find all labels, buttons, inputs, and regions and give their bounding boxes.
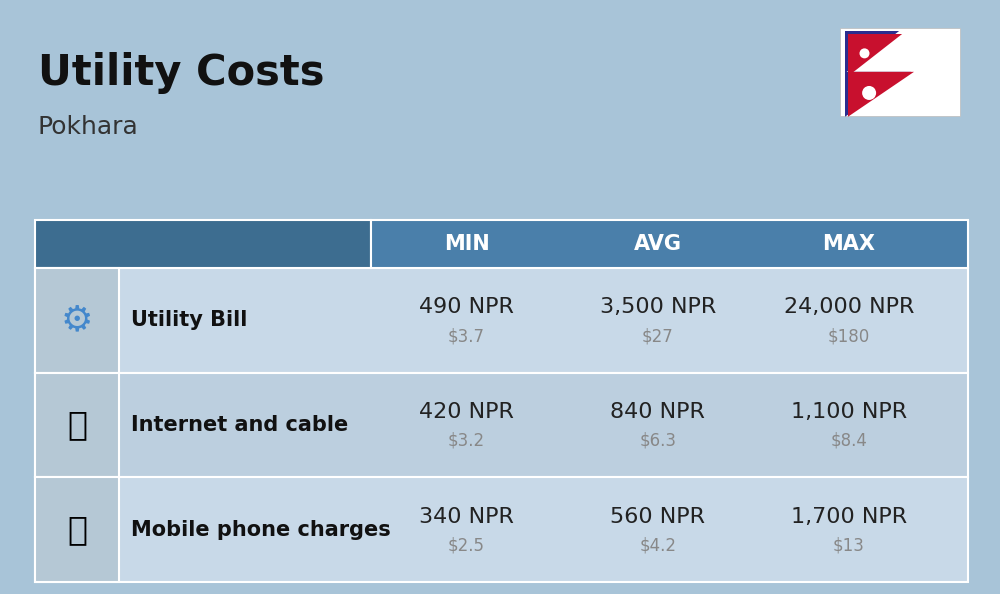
Text: 3,500 NPR: 3,500 NPR xyxy=(600,298,716,317)
Text: 840 NPR: 840 NPR xyxy=(610,402,705,422)
Bar xyxy=(35,372,968,478)
Text: $27: $27 xyxy=(642,327,674,345)
Text: $6.3: $6.3 xyxy=(639,432,676,450)
Text: Utility Costs: Utility Costs xyxy=(38,52,324,94)
Text: $13: $13 xyxy=(833,536,865,555)
Text: 📱: 📱 xyxy=(67,513,87,546)
Bar xyxy=(35,220,371,268)
Polygon shape xyxy=(848,72,914,116)
Text: $3.7: $3.7 xyxy=(448,327,485,345)
Text: $180: $180 xyxy=(828,327,870,345)
Text: Internet and cable: Internet and cable xyxy=(131,415,348,435)
Bar xyxy=(840,28,960,116)
Bar xyxy=(35,268,119,372)
Text: AVG: AVG xyxy=(634,234,682,254)
Text: $2.5: $2.5 xyxy=(448,536,485,555)
Bar xyxy=(35,268,968,372)
Text: 24,000 NPR: 24,000 NPR xyxy=(784,298,914,317)
Text: Pokhara: Pokhara xyxy=(38,115,139,139)
Text: Mobile phone charges: Mobile phone charges xyxy=(131,520,391,540)
Text: $8.4: $8.4 xyxy=(831,432,867,450)
Text: 1,100 NPR: 1,100 NPR xyxy=(791,402,907,422)
Bar xyxy=(35,372,119,478)
Circle shape xyxy=(862,86,876,100)
Text: $4.2: $4.2 xyxy=(639,536,676,555)
Bar xyxy=(35,478,119,582)
Text: MAX: MAX xyxy=(823,234,876,254)
Text: Utility Bill: Utility Bill xyxy=(131,310,247,330)
Text: 560 NPR: 560 NPR xyxy=(610,507,705,527)
Text: MIN: MIN xyxy=(444,234,489,254)
Circle shape xyxy=(860,48,870,58)
Polygon shape xyxy=(848,34,902,76)
Text: 📶: 📶 xyxy=(67,409,87,441)
Text: 490 NPR: 490 NPR xyxy=(419,298,514,317)
Text: ⚙: ⚙ xyxy=(61,304,93,337)
Polygon shape xyxy=(845,31,899,73)
Text: 340 NPR: 340 NPR xyxy=(419,507,514,527)
Bar xyxy=(371,220,968,268)
Text: $3.2: $3.2 xyxy=(448,432,485,450)
Bar xyxy=(35,478,968,582)
Text: 1,700 NPR: 1,700 NPR xyxy=(791,507,907,527)
Polygon shape xyxy=(845,72,911,116)
Text: 420 NPR: 420 NPR xyxy=(419,402,514,422)
